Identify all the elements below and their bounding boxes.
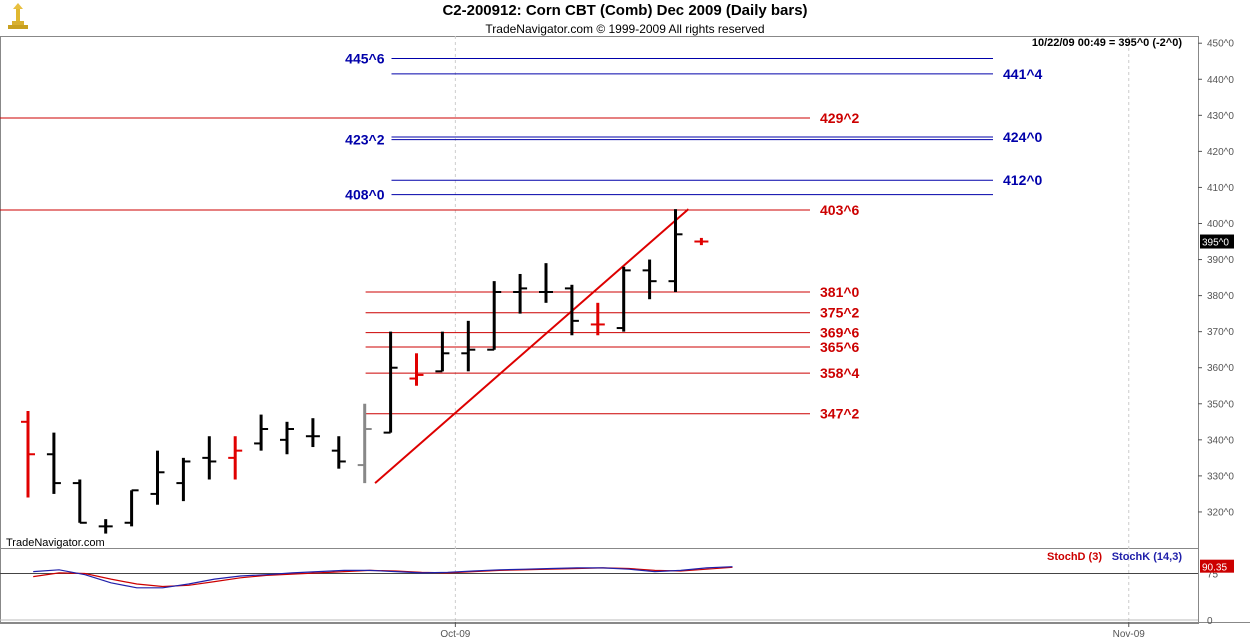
stochk-label: StochK (14,3) bbox=[1112, 551, 1183, 563]
y-tick-label: 390^0 bbox=[1207, 255, 1234, 266]
ohlc-bar bbox=[642, 259, 657, 300]
stochastic-panel: 75 0 StochD (3) StochK (14,3) 90.35 bbox=[0, 551, 1234, 627]
level-label: 429^2 bbox=[820, 110, 860, 126]
price-axis: 450^0 440^0 430^0 420^0 410^0 400^0 390^0 380^0… bbox=[1032, 37, 1235, 518]
ohlc-bar bbox=[331, 436, 346, 469]
level-label: 445^6 bbox=[345, 51, 385, 67]
ohlc-bar bbox=[150, 450, 165, 505]
trade-navigator-logo bbox=[8, 3, 28, 29]
chart-subtitle: TradeNavigator.com © 1999-2009 All right… bbox=[485, 22, 765, 36]
trendline-segment bbox=[374, 208, 690, 484]
y-tick-label: 380^0 bbox=[1207, 291, 1234, 302]
stochd-line bbox=[33, 566, 733, 588]
ohlc-bar bbox=[668, 209, 683, 292]
y-tick-label: 330^0 bbox=[1207, 471, 1234, 482]
stochd-label: StochD (3) bbox=[1047, 551, 1102, 563]
ohlc-bar bbox=[487, 281, 502, 351]
y-tick-label: 420^0 bbox=[1207, 147, 1234, 158]
y-tick-label: 350^0 bbox=[1207, 399, 1234, 410]
ohlc-bar bbox=[280, 421, 294, 455]
ohlc-bar bbox=[357, 403, 372, 484]
stoch-tick-label: 0 bbox=[1207, 616, 1213, 627]
plot-frame bbox=[0, 36, 1199, 624]
ohlc-bar bbox=[435, 331, 450, 373]
level-label: 381^0 bbox=[820, 284, 860, 300]
ohlc-bar bbox=[305, 418, 320, 448]
y-tick-label: 430^0 bbox=[1207, 111, 1234, 122]
stoch-tick-label: 75 bbox=[1207, 570, 1219, 581]
stoch-last-label: 90.35 bbox=[1202, 563, 1227, 574]
level-label: 412^0 bbox=[1003, 172, 1043, 188]
ohlc-bar bbox=[72, 479, 87, 524]
quote-readout: 10/22/09 00:49 = 395^0 (-2^0) bbox=[1032, 37, 1182, 49]
level-label: 347^2 bbox=[820, 406, 860, 422]
level-label: 441^4 bbox=[1003, 66, 1043, 82]
level-lines: 445^6 441^4 429^2 424^0 423^2 412^0 408^0 403^6… bbox=[0, 51, 1043, 422]
ohlc-bar bbox=[228, 436, 243, 480]
ohlc-bar bbox=[124, 489, 139, 527]
ohlc-bar bbox=[616, 266, 631, 332]
level-label: 369^6 bbox=[820, 325, 860, 341]
ohlc-bar bbox=[513, 273, 528, 314]
level-label: 358^4 bbox=[820, 365, 860, 381]
level-label: 423^2 bbox=[345, 132, 385, 148]
time-axis: Oct-09 Nov-09 bbox=[440, 622, 1145, 640]
stochk-line bbox=[33, 566, 733, 589]
y-tick-label: 320^0 bbox=[1207, 507, 1234, 518]
grid bbox=[0, 36, 1250, 624]
ohlc-bar bbox=[409, 353, 424, 386]
last-price-label: 395^0 bbox=[1202, 238, 1229, 249]
x-tick-label: Oct-09 bbox=[440, 629, 470, 640]
ohlc-bar bbox=[21, 410, 35, 498]
chart-title: C2-200912: Corn CBT (Comb) Dec 2009 (Dai… bbox=[442, 2, 808, 19]
watermark: TradeNavigator.com bbox=[6, 537, 105, 549]
level-label: 375^2 bbox=[820, 305, 860, 321]
y-tick-label: 360^0 bbox=[1207, 363, 1234, 374]
level-label: 365^6 bbox=[820, 339, 860, 355]
ohlc-bar bbox=[98, 519, 113, 534]
ohlc-bar bbox=[461, 320, 476, 372]
ohlc-bar bbox=[383, 331, 398, 434]
trendline bbox=[374, 208, 690, 484]
y-tick-label: 450^0 bbox=[1207, 39, 1234, 50]
ohlc-bar bbox=[694, 237, 709, 246]
price-bars: TradeNavigator.com bbox=[6, 209, 709, 549]
ohlc-bar bbox=[564, 284, 579, 336]
level-label: 408^0 bbox=[345, 187, 385, 203]
last-price-box bbox=[1200, 234, 1234, 249]
y-tick-label: 440^0 bbox=[1207, 75, 1234, 86]
y-tick-label: 340^0 bbox=[1207, 435, 1234, 446]
ohlc-bar bbox=[202, 436, 217, 480]
ohlc-bar bbox=[176, 457, 191, 502]
y-tick-label: 400^0 bbox=[1207, 219, 1234, 230]
level-label: 424^0 bbox=[1003, 129, 1043, 145]
y-tick-label: 410^0 bbox=[1207, 183, 1234, 194]
x-tick-label: Nov-09 bbox=[1113, 629, 1146, 640]
stoch-last-box bbox=[1200, 559, 1234, 573]
ohlc-bar bbox=[254, 414, 269, 451]
level-label: 403^6 bbox=[820, 202, 860, 218]
ohlc-bar bbox=[539, 263, 553, 303]
ohlc-bar bbox=[590, 302, 605, 336]
y-tick-label: 370^0 bbox=[1207, 327, 1234, 338]
ohlc-bar bbox=[46, 432, 61, 494]
